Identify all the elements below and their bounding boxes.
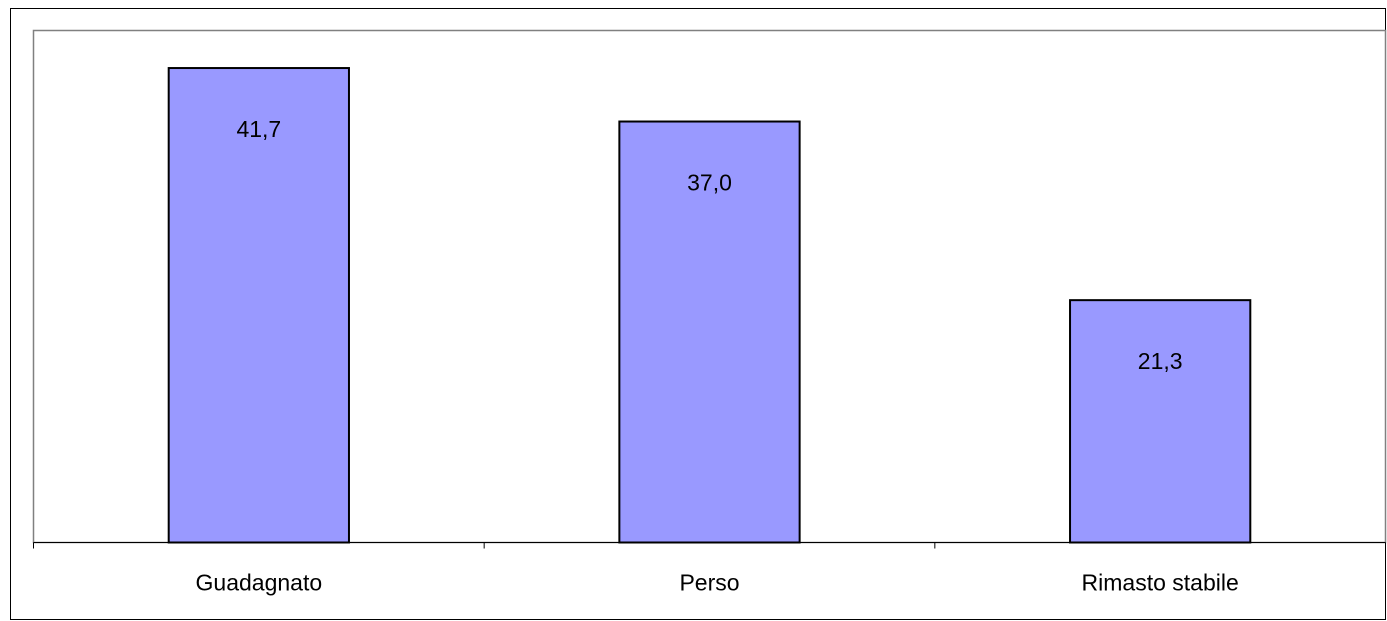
bar-perso — [618, 120, 801, 544]
bars-group — [167, 67, 1252, 544]
bar-value-label: 37,0 — [687, 170, 732, 196]
x-tick-label: Guadagnato — [196, 570, 323, 596]
x-tick-label: Rimasto stabile — [1082, 570, 1239, 596]
bar-value-label: 41,7 — [236, 116, 281, 142]
bar-value-label: 21,3 — [1138, 348, 1183, 374]
x-axis — [33, 542, 1386, 549]
labels-group: 41,7 Guadagnato 37,0 Perso 21,3 Rimasto stabi… — [196, 116, 1239, 595]
x-tick-label: Perso — [679, 570, 739, 596]
bar-rimasto-stabile — [1069, 299, 1252, 544]
bar-guadagnato — [167, 67, 350, 544]
